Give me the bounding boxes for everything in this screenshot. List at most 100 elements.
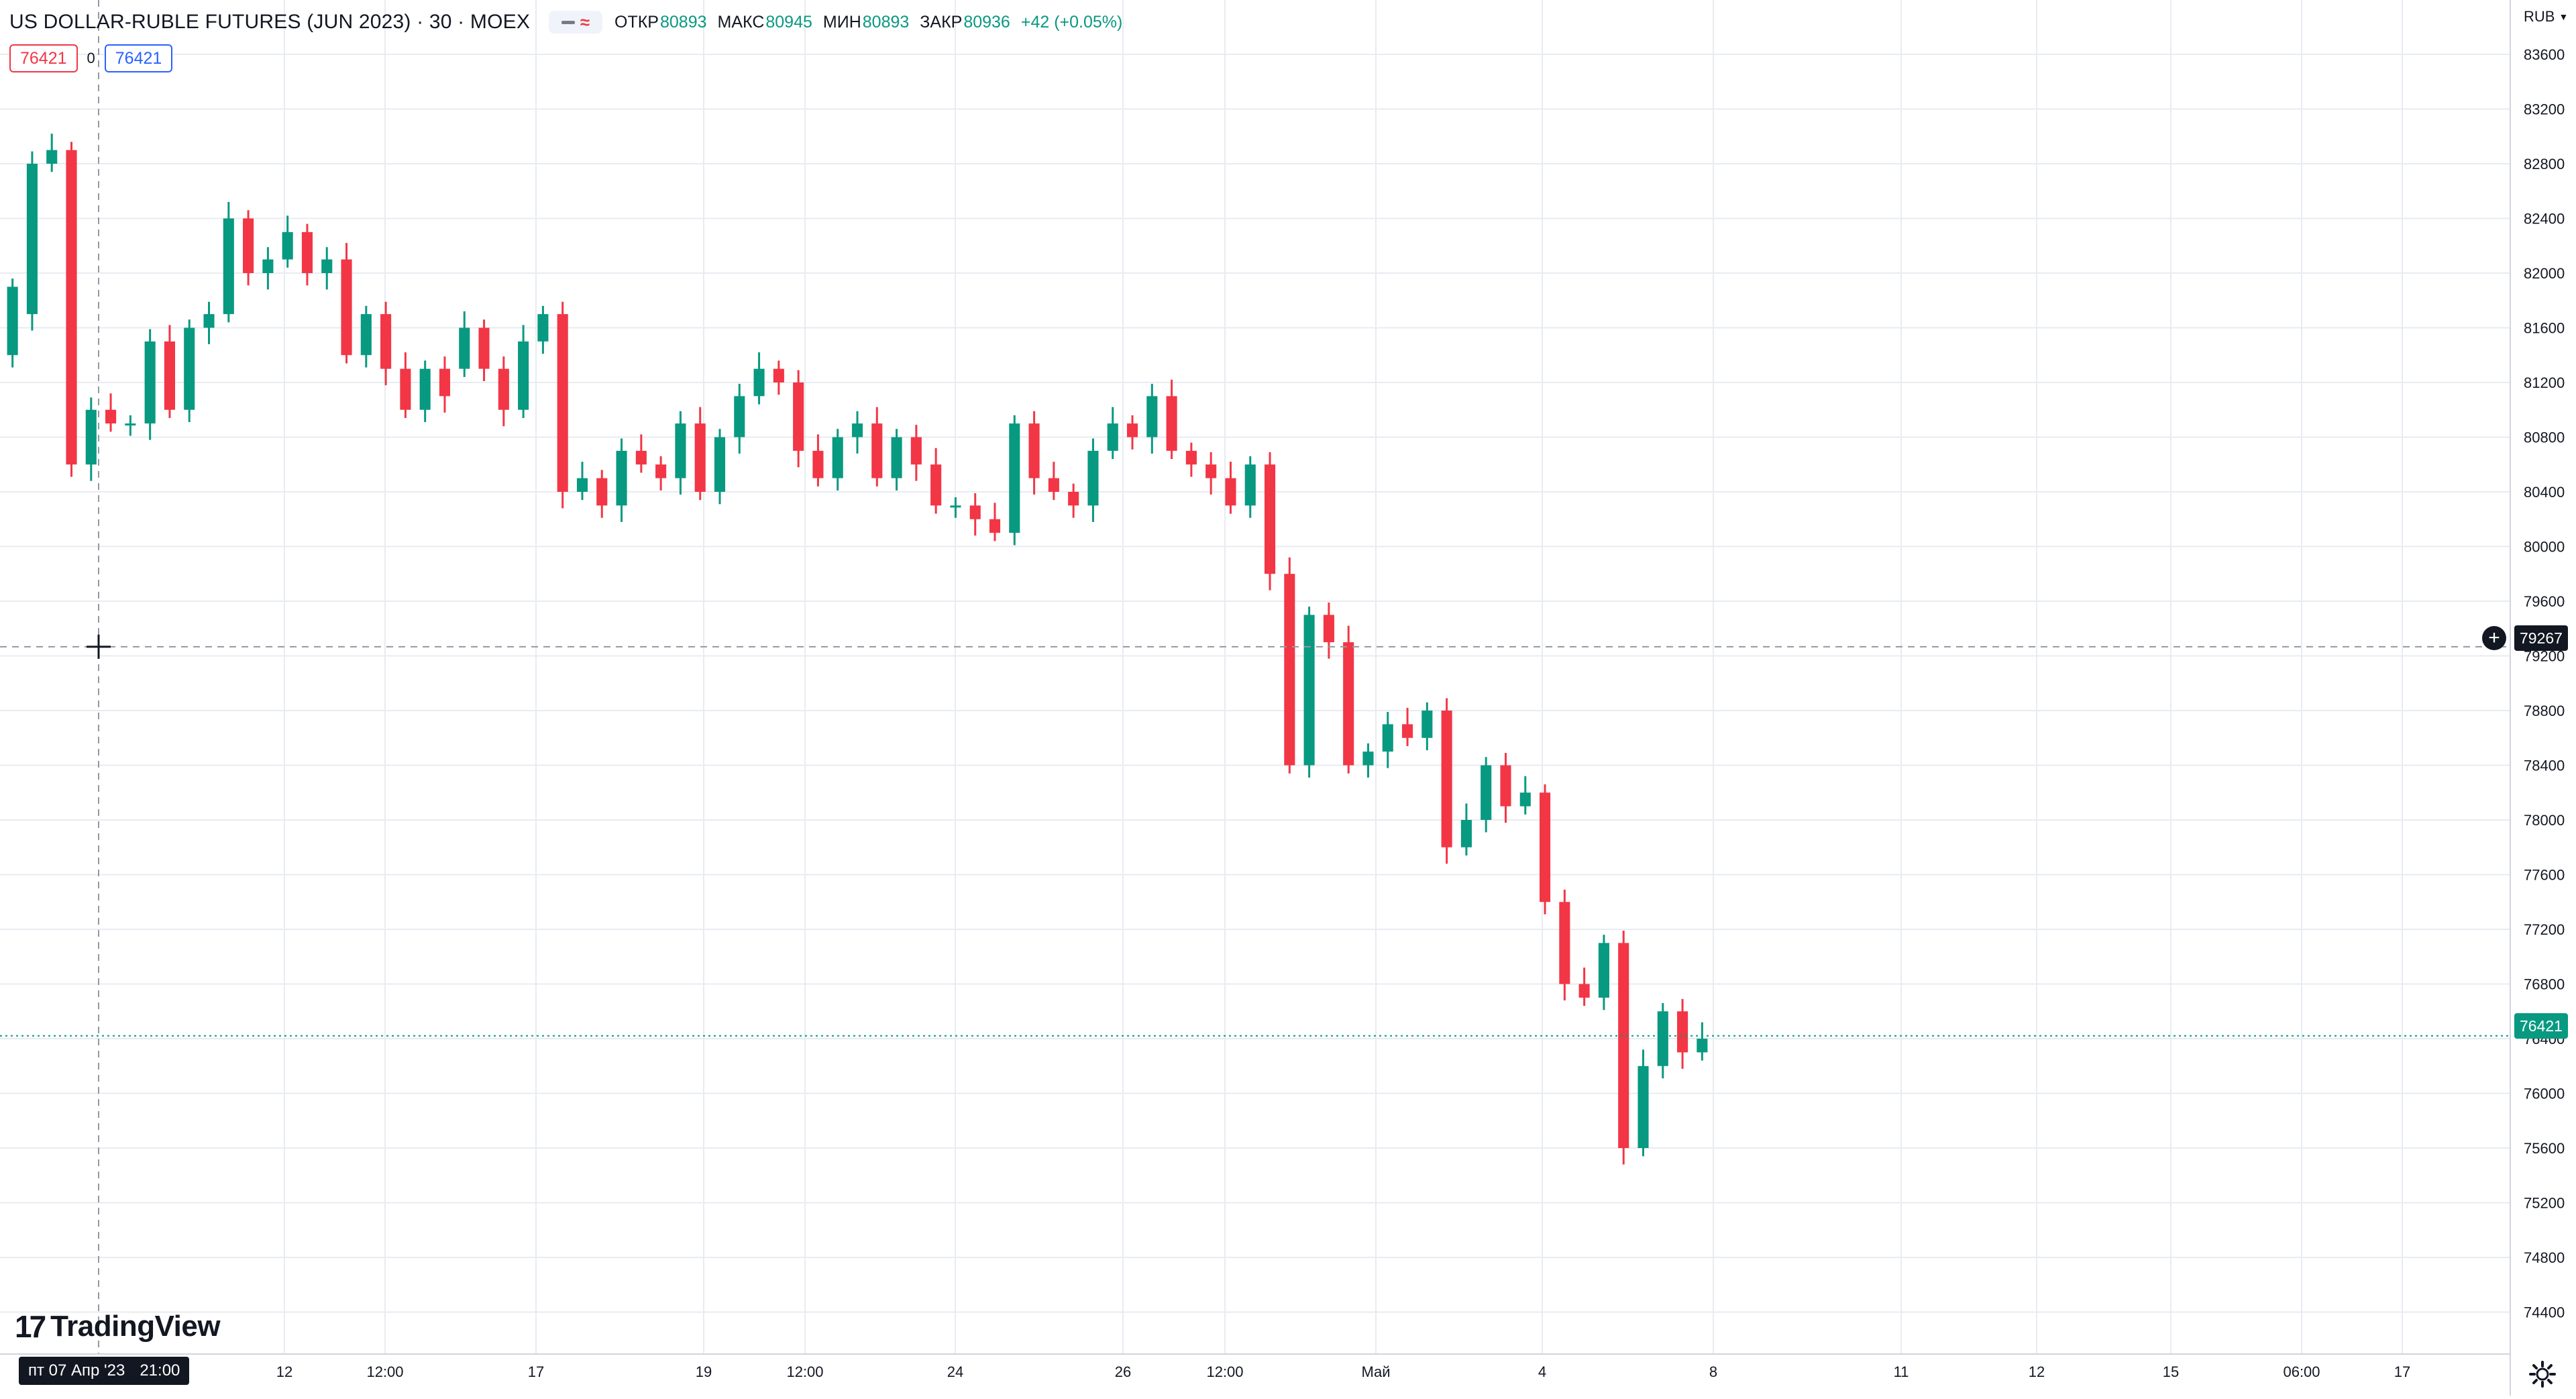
candle-body (1225, 478, 1236, 506)
candle (459, 311, 470, 377)
candle-body (1087, 450, 1099, 506)
candle-body (459, 327, 470, 369)
candle (714, 429, 726, 505)
crosshair-time: 21:00 (140, 1361, 180, 1380)
buy-button[interactable]: 76421 (104, 44, 173, 72)
x-tick-label: 4 (1538, 1363, 1546, 1380)
candle (1441, 698, 1452, 864)
candle (557, 301, 568, 509)
candle (321, 247, 333, 290)
y-tick-label: 77600 (2524, 867, 2565, 884)
y-tick-label: 78000 (2524, 812, 2565, 829)
chevron-down-icon: ▼ (2559, 11, 2569, 22)
y-tick-label: 81200 (2524, 374, 2565, 391)
candle-body (969, 505, 981, 519)
candle-body (1362, 752, 1374, 766)
trade-buttons: 76421 0 76421 (9, 43, 173, 74)
candle-body (164, 341, 175, 410)
candle (1657, 1003, 1668, 1079)
candle-body (1185, 450, 1197, 465)
candle-body (851, 423, 863, 437)
open-value: 80893 (660, 12, 707, 32)
candle-body (1519, 792, 1531, 807)
x-tick-label: 24 (947, 1363, 963, 1380)
candle-body (989, 519, 1001, 533)
candle-body (1441, 711, 1452, 847)
candle-body (1401, 724, 1413, 738)
candle (1244, 456, 1256, 518)
candle-body (1284, 574, 1295, 766)
candle-body (1578, 984, 1590, 998)
candle-body (1697, 1039, 1708, 1053)
candle (1028, 411, 1040, 495)
candle-body (1107, 423, 1118, 451)
candle-body (380, 314, 392, 369)
candle (1166, 379, 1177, 460)
change-value: +42 (+0.05%) (1020, 12, 1123, 32)
candle (871, 407, 883, 486)
visibility-toggle[interactable]: ≈ (549, 11, 603, 34)
close-value: 80936 (963, 12, 1010, 32)
candle-body (1460, 820, 1472, 847)
candle-body (1028, 423, 1040, 478)
candle-body (616, 450, 627, 506)
candle (1519, 776, 1531, 815)
add-alert-plus-icon[interactable]: + (2482, 626, 2506, 650)
y-tick-label: 80400 (2524, 484, 2565, 501)
close-key: ЗАКР (920, 12, 963, 32)
crosshair-date: пт 07 Апр '23 (28, 1361, 125, 1380)
y-tick-label: 74400 (2524, 1304, 2565, 1321)
candle (1500, 753, 1511, 823)
candle (734, 384, 745, 454)
low-value: 80893 (862, 12, 910, 32)
candle-body (26, 164, 38, 315)
candle-body (341, 259, 352, 356)
candle (910, 425, 922, 481)
candle-body (891, 437, 902, 478)
candle (7, 278, 18, 368)
candle-body (262, 259, 274, 273)
gear-icon[interactable] (2526, 1358, 2559, 1390)
approx-icon: ≈ (580, 12, 590, 32)
candle (989, 503, 1001, 541)
candle-body (1048, 478, 1059, 492)
candle-body (125, 423, 136, 426)
candle-body (910, 437, 922, 465)
x-tick-label: 12:00 (366, 1363, 403, 1380)
candle-body (1559, 902, 1570, 984)
crosshair-date-label: пт 07 Апр '23 21:00 (19, 1357, 190, 1385)
tradingview-logo[interactable]: 17 TradingView (15, 1308, 221, 1345)
candle (203, 301, 215, 344)
sell-button[interactable]: 76421 (9, 44, 78, 72)
x-tick-label: 06:00 (2283, 1363, 2320, 1380)
currency-selector[interactable]: RUB ▼ (2524, 8, 2568, 25)
candle (1284, 557, 1295, 774)
candle-body (1598, 943, 1609, 998)
candle-body (537, 314, 549, 342)
candle-body (301, 231, 313, 273)
candle-body (635, 450, 647, 465)
candle (1146, 384, 1158, 454)
candle-body (518, 341, 529, 410)
candle-body (1638, 1066, 1649, 1148)
symbol-title[interactable]: US DOLLAR-RUBLE FUTURES (JUN 2023) · 30 … (9, 11, 531, 33)
y-tick-label: 75200 (2524, 1195, 2565, 1212)
candle-body (734, 396, 745, 437)
candle-body (498, 368, 509, 410)
candle-body (105, 409, 117, 424)
candle-body (85, 409, 97, 465)
candle (694, 407, 706, 501)
y-tick-label: 83200 (2524, 101, 2565, 118)
y-tick-label: 82800 (2524, 156, 2565, 172)
candle (26, 151, 38, 331)
y-tick-label: 83600 (2524, 46, 2565, 63)
x-tick-label: 12 (2029, 1363, 2045, 1380)
last-price-label: 76421 (2514, 1013, 2568, 1039)
candle (1618, 931, 1629, 1165)
candle-body (812, 450, 824, 478)
crosshair-price-label: 79267 (2514, 625, 2568, 651)
candle-body (1323, 615, 1334, 643)
candle-body (871, 423, 883, 478)
